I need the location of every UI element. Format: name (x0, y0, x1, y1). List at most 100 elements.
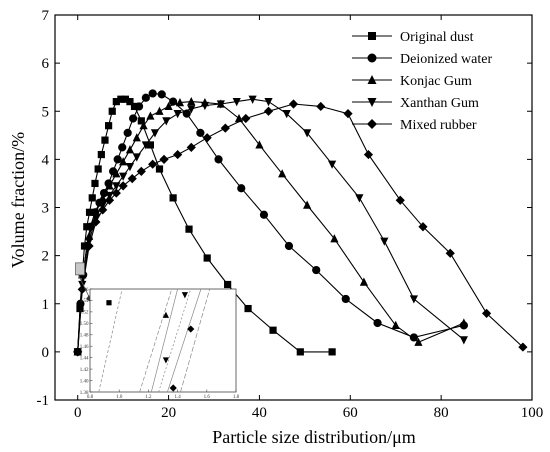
series-0-point (108, 107, 116, 115)
series-0-point (105, 122, 113, 130)
inset-trend-line (180, 288, 211, 393)
x-tick-label: 100 (521, 405, 544, 421)
series-2-point (391, 320, 400, 330)
series-2-point (234, 113, 244, 123)
x-tick-label: 0 (74, 405, 82, 421)
series-1-point (129, 114, 138, 123)
series-0-point (269, 326, 277, 334)
series-3-point (162, 117, 171, 126)
inset-x-tick-label: 1.2 (145, 395, 152, 400)
y-tick-label: 5 (42, 104, 50, 120)
series-2-point (164, 101, 173, 111)
series-3-point (355, 194, 364, 203)
series-4-point (518, 342, 528, 352)
series-0-point (185, 225, 193, 233)
series-1-point (284, 241, 294, 251)
series-4-point (395, 195, 405, 205)
series-1-point (341, 294, 350, 304)
series-3-point (200, 101, 210, 111)
y-tick-label: 4 (42, 152, 50, 168)
series-4-point (148, 159, 158, 169)
series-2-point (359, 277, 369, 286)
series-4-point (84, 241, 94, 251)
x-tick-label: 40 (252, 405, 267, 421)
legend-marker-3 (367, 98, 377, 107)
series-2-point (278, 169, 287, 178)
series-1-point (157, 90, 166, 99)
series-2-point (330, 234, 339, 243)
y-tick-label: 2 (42, 249, 50, 265)
y-tick-label: 6 (42, 56, 50, 72)
series-2-point (155, 106, 164, 115)
legend-label-2: Konjac Gum (400, 74, 472, 89)
x-axis-title: Particle size distribution/μm (212, 427, 416, 447)
series-3-point (409, 295, 418, 304)
inset-point (162, 311, 170, 318)
y-tick-label: 3 (42, 201, 50, 217)
x-tick-label: 80 (434, 405, 449, 421)
series-3-point (112, 182, 121, 191)
series-2-point (125, 145, 135, 154)
legend-marker-0 (368, 32, 376, 40)
inset-y-tick-label: 1.56 (80, 288, 89, 293)
series-1-point (373, 318, 382, 328)
series-0-point (328, 348, 336, 356)
series-4-point (481, 308, 492, 318)
inset-x-tick-label: 1.6 (204, 395, 211, 400)
inset-y-tick-label: 1.54 (80, 299, 89, 304)
legend-label-3: Xanthan Gum (400, 96, 479, 111)
series-4-point (73, 347, 83, 357)
series-4-point (363, 149, 374, 160)
inset-trend-line (98, 288, 123, 393)
series-4-point (241, 113, 251, 124)
series-4-point (91, 217, 101, 227)
series-0-point (121, 95, 130, 103)
series-1-point (409, 333, 418, 342)
series-4-point (202, 133, 212, 143)
series-0-point (155, 165, 164, 173)
legend-label-1: Deionized water (400, 52, 492, 67)
series-1-point (214, 155, 223, 164)
series-0-point (94, 165, 102, 173)
series-0-point (101, 136, 109, 144)
series-2-point (187, 97, 196, 106)
series-0-point (137, 117, 145, 125)
series-0-point (126, 98, 134, 106)
series-3-point (264, 98, 273, 107)
series-1-point (123, 128, 132, 138)
inset-trend-line (150, 288, 178, 393)
series-1-point (118, 143, 127, 152)
series-0-point (85, 208, 94, 216)
legend-marker-2 (367, 75, 377, 84)
series-3-point (119, 172, 128, 181)
series-2-point (414, 337, 423, 346)
series-2-point (105, 181, 114, 190)
series-1-point (196, 128, 205, 138)
series-2-point (303, 200, 312, 209)
legend-label-4: Mixed rubber (400, 118, 477, 133)
series-3-point (150, 129, 160, 138)
series-0-point (169, 194, 177, 202)
series-2-point (132, 133, 141, 142)
y-tick-label: 0 (42, 345, 50, 361)
series-4-point (159, 154, 169, 164)
y-tick-label: 1 (42, 297, 50, 313)
series-4-point (418, 222, 428, 232)
series-3-point (459, 336, 468, 345)
series-1-point (141, 93, 150, 102)
series-2-point (139, 121, 148, 130)
series-2-point (175, 97, 185, 107)
series-1-point (259, 210, 269, 219)
series-4-point (104, 195, 115, 205)
inset-point (106, 300, 112, 306)
series-3-point (380, 237, 389, 246)
inset-x-tick-label: 1.8 (233, 395, 240, 400)
series-0-point (224, 280, 232, 289)
legend-label-0: Original dust (400, 30, 474, 45)
series-4-point (220, 123, 230, 133)
legend-marker-1 (367, 53, 377, 63)
series-1-point (113, 155, 122, 164)
series-3-point (216, 100, 225, 109)
inset-y-tick-label: 1.38 (80, 391, 89, 396)
